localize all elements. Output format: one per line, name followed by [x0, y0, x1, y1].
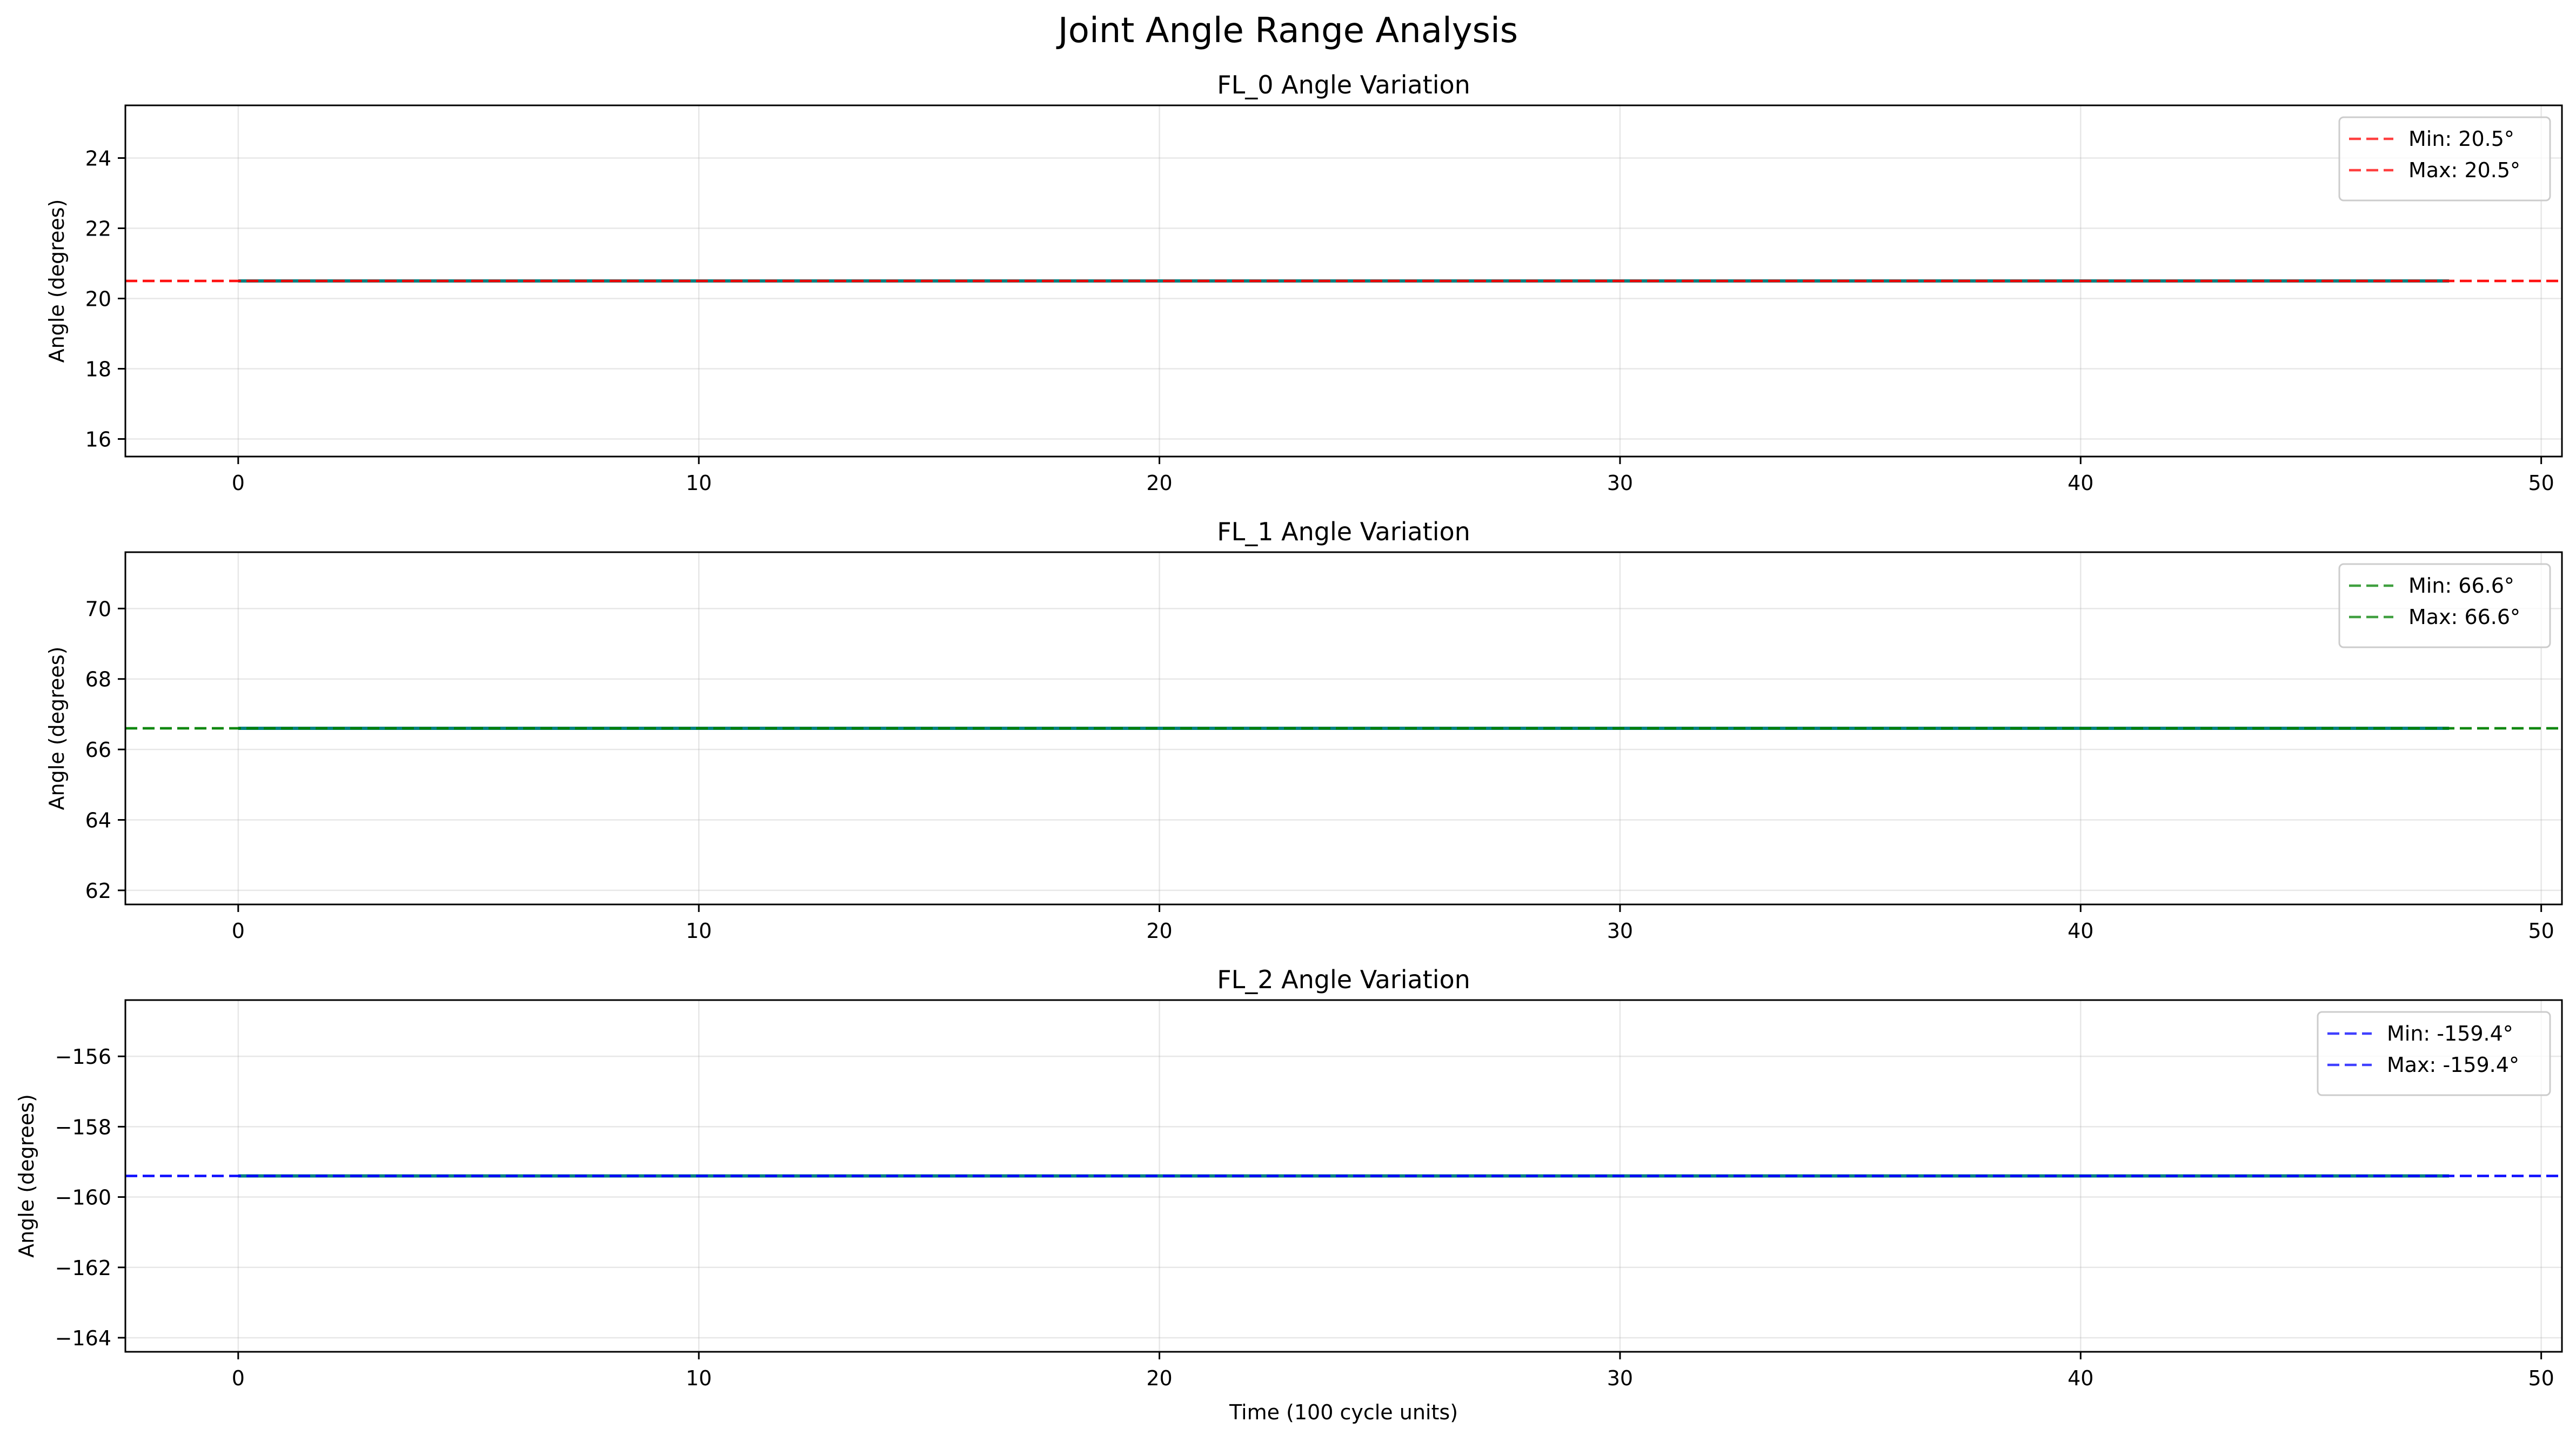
- x-tick-label: 30: [1607, 1366, 1633, 1390]
- legend-entry: Max: -159.4°: [2387, 1053, 2519, 1077]
- x-tick-label: 50: [2528, 471, 2554, 495]
- legend-entry: Max: 66.6°: [2408, 605, 2520, 629]
- y-axis-label: Angle (degrees): [15, 1094, 38, 1258]
- axes-frame: [124, 551, 2563, 906]
- x-tick-label: 10: [686, 919, 712, 943]
- y-axis-label: Angle (degrees): [45, 647, 69, 810]
- y-tick-label: 62: [85, 879, 111, 903]
- legend: Min: 66.6° Max: 66.6°: [2338, 563, 2551, 648]
- legend-entry: Min: -159.4°: [2387, 1022, 2513, 1045]
- figure-title: Joint Angle Range Analysis: [1058, 11, 1518, 51]
- x-tick-label: 40: [2068, 1366, 2093, 1390]
- x-tick-label: 40: [2068, 471, 2093, 495]
- x-tick-label: 0: [232, 1366, 245, 1390]
- x-tick-label: 10: [686, 471, 712, 495]
- legend: Min: 20.5° Max: 20.5°: [2338, 116, 2551, 202]
- y-tick-label: 68: [85, 668, 111, 692]
- x-tick-label: 0: [232, 919, 245, 943]
- axes-frame: [124, 104, 2563, 458]
- y-tick-label: 66: [85, 738, 111, 762]
- subplot-title: FL_2 Angle Variation: [1217, 965, 1470, 994]
- subplot-3: 0 10 20 30 40 50 −164 −162 −160 −158 −156 FL_2 Angl…: [15, 965, 2563, 1424]
- x-tick-label: 30: [1607, 919, 1633, 943]
- y-tick-label: −158: [55, 1115, 111, 1139]
- x-tick-label: 50: [2528, 1366, 2554, 1390]
- subplot-title: FL_0 Angle Variation: [1217, 70, 1470, 99]
- legend-entry: Min: 20.5°: [2408, 127, 2514, 151]
- legend: Min: -159.4° Max: -159.4°: [2317, 1011, 2551, 1096]
- y-tick-label: 22: [85, 217, 111, 241]
- subplot-2: 0 10 20 30 40 50 62 64 66 68 70 FL_1 Angle Variatio…: [45, 517, 2563, 943]
- x-axis-label: Time (100 cycle units): [1229, 1400, 1458, 1424]
- legend-box: [2317, 1011, 2551, 1096]
- legend-entry: Min: 66.6°: [2408, 574, 2514, 598]
- y-tick-label: −156: [55, 1045, 111, 1069]
- x-tick-label: 20: [1146, 919, 1172, 943]
- y-tick-label: 64: [85, 809, 111, 833]
- y-tick-label: 18: [85, 358, 111, 381]
- x-tick-label: 40: [2068, 919, 2093, 943]
- y-tick-label: −160: [55, 1186, 111, 1210]
- y-tick-label: −162: [55, 1256, 111, 1280]
- x-tick-label: 10: [686, 1366, 712, 1390]
- x-tick-label: 20: [1146, 471, 1172, 495]
- y-tick-label: 70: [85, 597, 111, 621]
- subplot-1: 0 10 20 30 40 50 16 18 20 22 24 FL_0 Angle Variatio…: [45, 70, 2563, 495]
- y-tick-label: 16: [85, 428, 111, 452]
- legend-entry: Max: 20.5°: [2408, 158, 2520, 182]
- y-tick-label: 24: [85, 147, 111, 171]
- y-tick-label: 20: [85, 287, 111, 311]
- x-tick-label: 0: [232, 471, 245, 495]
- x-tick-label: 30: [1607, 471, 1633, 495]
- x-tick-label: 50: [2528, 919, 2554, 943]
- axes-frame: [124, 999, 2563, 1353]
- x-tick-label: 20: [1146, 1366, 1172, 1390]
- y-axis-label: Angle (degrees): [45, 199, 69, 363]
- y-tick-label: −164: [55, 1326, 111, 1350]
- subplot-title: FL_1 Angle Variation: [1217, 517, 1470, 546]
